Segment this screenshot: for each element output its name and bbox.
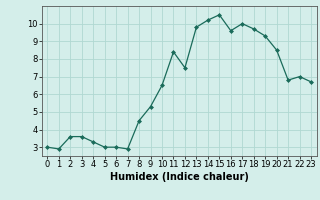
X-axis label: Humidex (Indice chaleur): Humidex (Indice chaleur) [110,172,249,182]
